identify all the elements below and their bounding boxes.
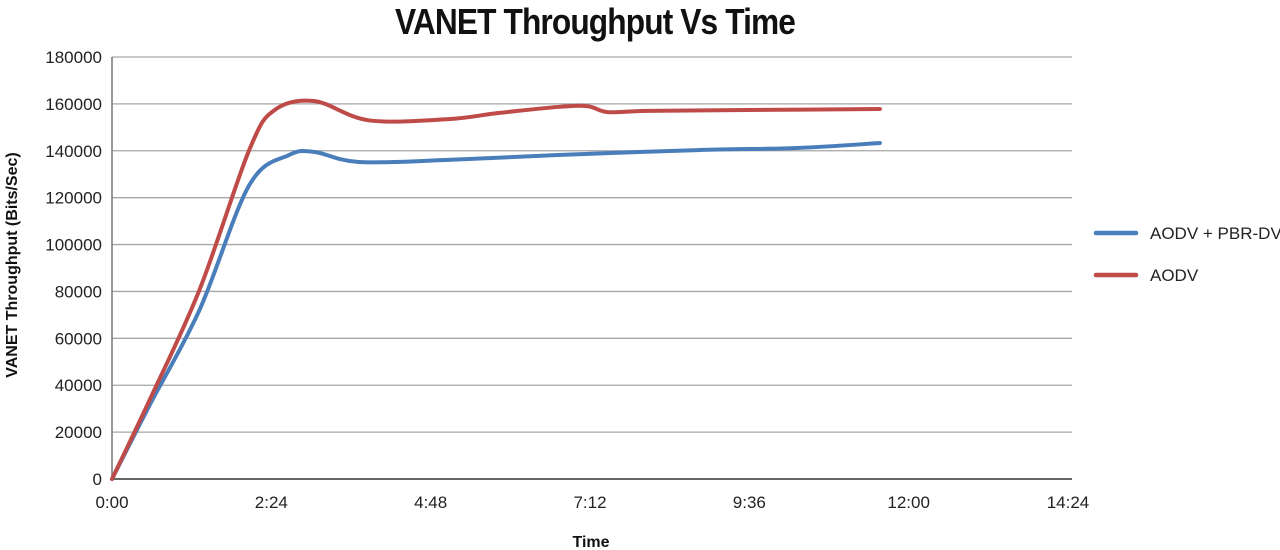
x-axis-ticks: 0:00 2:24 4:48 7:12 9:36 12:00 14:24	[95, 493, 1089, 512]
x-tick-label: 9:36	[733, 493, 766, 512]
y-tick-label: 180000	[45, 48, 102, 67]
y-axis-ticks: 0 20000 40000 60000 80000 100000 120000 140000 1…	[45, 48, 102, 489]
series-line-aodv	[110, 98, 882, 481]
x-tick-label: 4:48	[414, 493, 447, 512]
legend-label: AODV	[1150, 266, 1199, 285]
y-tick-label: 160000	[45, 95, 102, 114]
x-tick-label: 7:12	[573, 493, 606, 512]
series-line-aodv-pbr-dv	[110, 141, 882, 481]
x-tick-label: 0:00	[95, 493, 128, 512]
x-axis-label: Time	[572, 534, 609, 550]
x-tick-label: 12:00	[887, 493, 930, 512]
y-tick-label: 0	[93, 470, 102, 489]
y-tick-label: 120000	[45, 189, 102, 208]
chart-title: VANET Throughput Vs Time	[394, 1, 796, 42]
legend: AODV + PBR-DV AODV	[1093, 224, 1280, 285]
y-tick-label: 80000	[55, 282, 102, 301]
y-tick-label: 40000	[55, 376, 102, 395]
x-tick-label: 2:24	[255, 493, 288, 512]
series-lines	[110, 98, 882, 481]
y-tick-label: 140000	[45, 142, 102, 161]
y-tick-label: 60000	[55, 329, 102, 348]
legend-label: AODV + PBR-DV	[1150, 224, 1280, 243]
gridlines	[112, 56, 1072, 433]
y-tick-label: 20000	[55, 423, 102, 442]
y-axis-label: VANET Throughput (Bits/Sec)	[4, 152, 21, 377]
y-tick-label: 100000	[45, 236, 102, 255]
x-tick-label: 14:24	[1047, 493, 1090, 512]
